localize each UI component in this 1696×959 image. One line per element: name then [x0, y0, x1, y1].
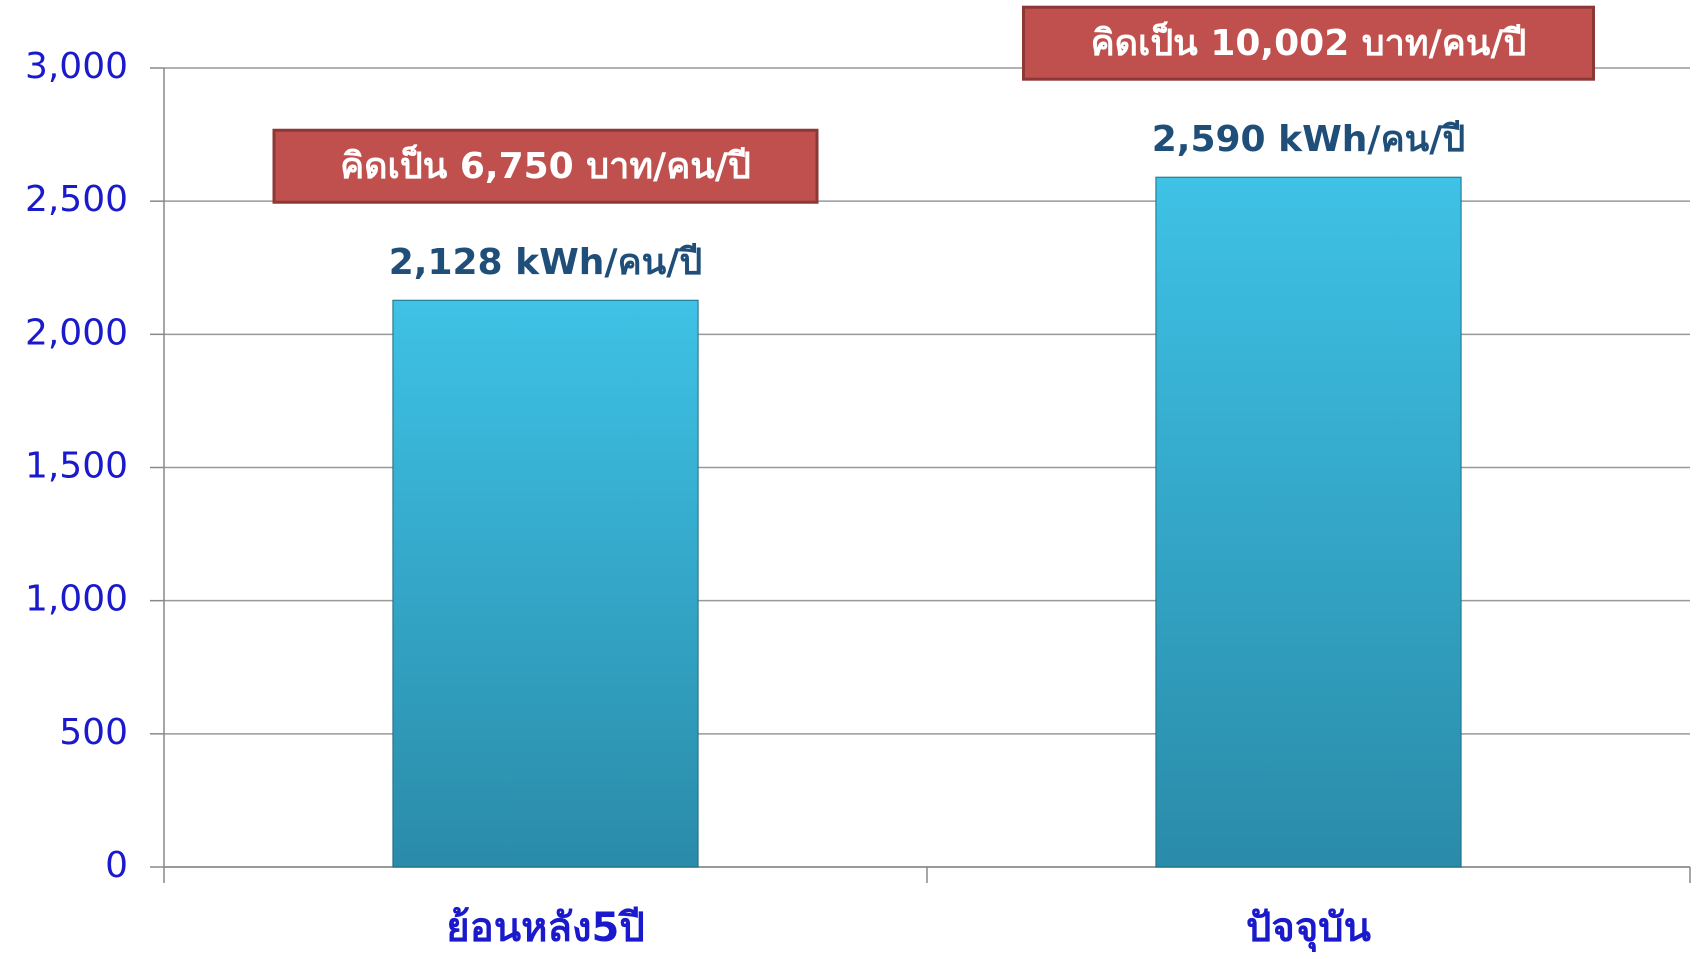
- annotation: คิดเป็น 6,750 บาท/คน/ปี: [340, 143, 751, 187]
- bar: [1155, 176, 1462, 868]
- annotation-box: [272, 128, 819, 204]
- y-tick-label: 1,000: [25, 579, 128, 620]
- y-tick-label: 2,500: [25, 179, 128, 220]
- value-label: 2,590 kWh/คน/ปี: [1152, 119, 1466, 160]
- y-tick-label: 0: [105, 845, 128, 886]
- x-tick-label: ย้อนหลัง5ปี: [446, 905, 644, 951]
- y-tick-label: 3,000: [25, 46, 128, 87]
- bar: [392, 299, 699, 868]
- annotation: คิดเป็น 10,002 บาท/คน/ปี: [1091, 20, 1527, 64]
- annotation-box: [1022, 5, 1595, 81]
- y-tick-label: 1,500: [25, 446, 128, 487]
- y-tick-label: 500: [59, 712, 128, 753]
- x-tick-label: ปัจจุบัน: [1246, 905, 1371, 953]
- value-label: 2,128 kWh/คน/ปี: [389, 242, 703, 283]
- y-tick-label: 2,000: [25, 312, 128, 353]
